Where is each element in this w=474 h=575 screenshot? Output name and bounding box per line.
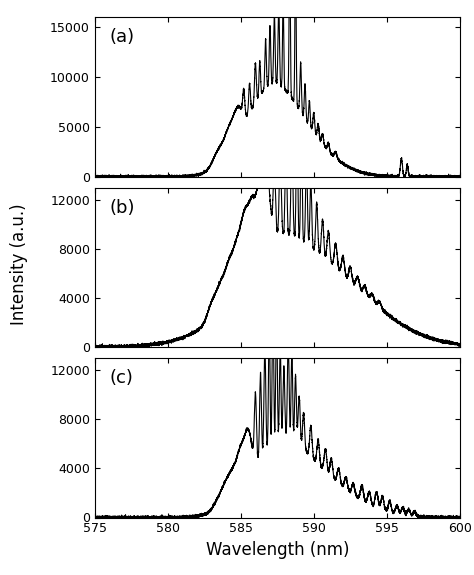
Text: Intensity (a.u.): Intensity (a.u.) (10, 204, 28, 325)
Text: (c): (c) (109, 369, 133, 388)
Text: (a): (a) (109, 28, 135, 47)
X-axis label: Wavelength (nm): Wavelength (nm) (206, 541, 349, 559)
Text: (b): (b) (109, 199, 135, 217)
